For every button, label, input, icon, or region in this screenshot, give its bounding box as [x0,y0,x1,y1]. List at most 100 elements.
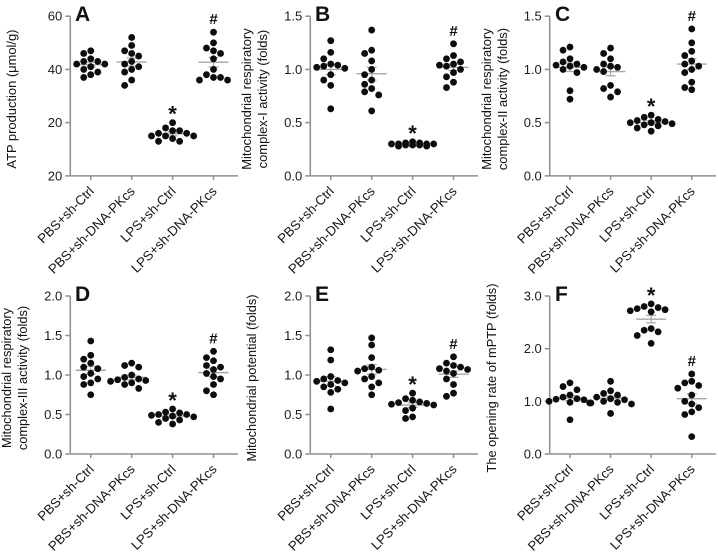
group-PBS+sh-DNA-PKcs [116,34,147,89]
data-point [128,42,136,49]
data-point [183,129,191,137]
group-LPS+sh-Ctrl: * [626,283,669,347]
data-point [210,381,217,388]
data-point [402,141,409,149]
data-point [196,76,203,84]
data-point [614,391,621,399]
y-tick-label: 0.0 [284,168,302,183]
data-point [566,398,574,406]
group-LPS+sh-Ctrl: * [388,121,438,150]
data-point [155,411,162,418]
data-point [320,76,328,84]
data-point [80,65,88,73]
data-point [681,69,689,77]
data-point [169,127,177,135]
data-point [388,400,395,408]
data-point [450,389,457,397]
significance-marker: # [449,336,458,353]
data-point [87,391,95,399]
data-point [169,135,177,143]
data-point [647,111,655,119]
data-point [600,68,607,75]
group-LPS+sh-Ctrl: * [388,372,438,422]
data-point [681,379,689,387]
data-point [210,73,217,81]
data-point [94,375,102,383]
data-point [600,85,607,93]
data-point [647,308,655,316]
data-point [128,76,136,84]
data-point [409,396,417,404]
data-point [647,300,655,308]
data-point [573,60,581,68]
data-point [654,116,662,123]
group-LPS+sh-DNA-PKcs: # [436,336,471,400]
data-point [313,63,321,71]
data-point [450,40,457,48]
data-point [128,34,136,41]
data-point [695,382,703,389]
data-point [409,389,417,397]
data-point [135,63,143,71]
data-point [101,60,109,68]
y-tick-label: 1.5 [284,328,302,343]
data-point [688,377,696,385]
data-point [416,141,424,149]
data-point [128,359,136,367]
data-point [128,57,136,65]
data-point [450,381,457,388]
scatter-plot-b: Mitochondrial respiratory complex-I activ… [239,9,478,277]
data-point [416,398,424,406]
data-point [450,353,457,361]
data-point [580,396,588,404]
data-point [600,397,607,405]
y-tick-label: 0.0 [524,168,542,183]
data-point [566,55,574,63]
data-point [443,359,450,367]
data-point [320,375,328,383]
y-tick-label: 1.0 [524,394,542,409]
data-point [87,63,95,71]
data-point [155,137,162,145]
y-tick-label: 60 [48,9,62,24]
data-point [135,363,143,371]
data-point [688,408,696,416]
data-point [203,354,210,362]
data-point [169,420,177,428]
data-point [183,411,191,418]
data-point [607,93,614,101]
data-point [607,387,614,395]
data-point [80,57,88,65]
data-point [80,73,88,81]
data-point [395,142,402,150]
data-point [354,367,362,375]
data-point [436,365,443,373]
data-point [361,88,369,96]
data-point [388,140,395,148]
data-point [135,385,143,392]
data-point [566,62,574,70]
group-PBS+sh-Ctrl [552,43,588,103]
data-point [443,392,450,400]
data-point [450,370,457,377]
data-point [368,373,376,380]
data-point [368,383,376,391]
data-point [87,55,95,63]
data-point [681,397,689,405]
data-point [450,362,457,369]
data-point [313,377,321,385]
data-point [402,395,409,403]
data-point [647,340,655,347]
group-PBS+sh-DNA-PKcs [107,359,150,392]
y-axis-title: Mitochondrial respiratory [479,28,494,170]
data-point [121,362,129,369]
data-point [155,419,162,426]
data-point [640,121,648,129]
y-tick-label: 1.0 [524,62,542,77]
y-tick-label: 0.0 [284,447,302,462]
y-tick-label: 1.5 [44,328,62,343]
data-point [368,26,376,34]
data-point [80,363,88,371]
significance-marker: * [647,283,656,308]
